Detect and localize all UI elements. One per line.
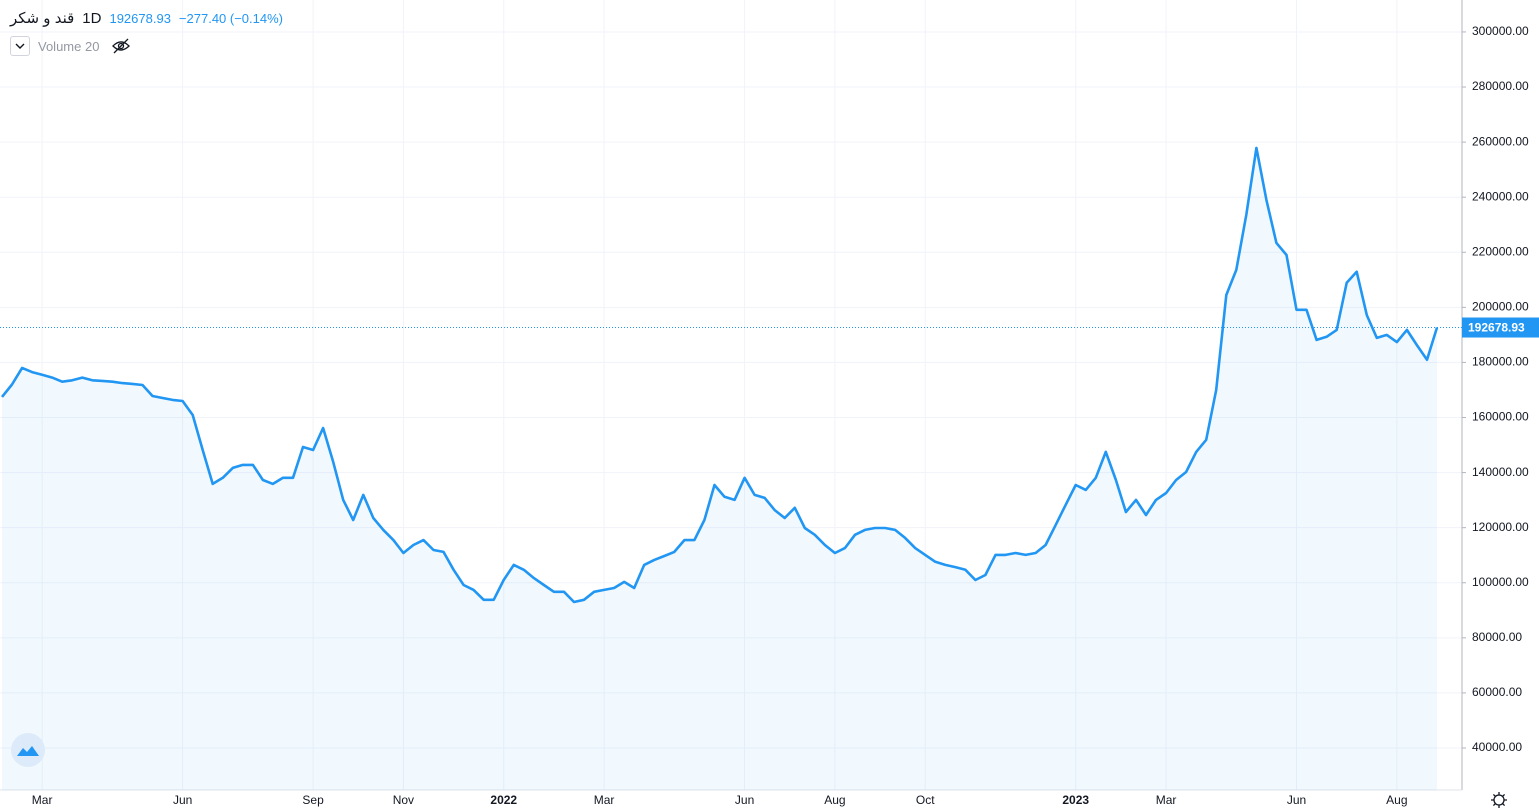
x-tick-label: Mar [594,793,615,807]
x-tick-label: Mar [1156,793,1177,807]
indicator-row: Volume 20 [10,36,131,56]
x-tick-label: Jun [1287,793,1306,807]
last-price-label: 192678.93 [1468,321,1525,335]
indicator-name: Volume 20 [38,38,100,54]
x-tick-label: Sep [302,793,324,807]
y-tick-label: 120000.00 [1472,520,1529,534]
x-tick-label: Jun [173,793,192,807]
price-change: −277.40 (−0.14%) [178,10,283,26]
y-tick-label: 160000.00 [1472,410,1529,424]
symbol-title: قند و شکر [10,10,75,27]
last-price-badge [1462,317,1539,338]
x-tick-label: Nov [393,793,414,807]
y-tick-label: 220000.00 [1472,244,1529,258]
price-line [0,146,1439,604]
x-tick-label: Aug [1386,793,1407,807]
y-tick-label: 240000.00 [1472,189,1529,203]
y-tick-label: 180000.00 [1472,355,1529,369]
y-tick-label: 40000.00 [1472,740,1522,754]
x-tick-label: Aug [824,793,845,807]
area [2,147,1437,790]
y-tick-label: 80000.00 [1472,630,1522,644]
x-tick-label: Mar [32,793,53,807]
hide-icon[interactable] [111,38,131,54]
x-tick-label: Oct [916,793,935,807]
chevron [15,43,25,49]
y-tick-label: 260000.00 [1472,134,1529,148]
y-tick-label: 60000.00 [1472,685,1522,699]
interval[interactable]: 1D [82,9,102,27]
collapse-button[interactable] [10,36,30,56]
y-tick-label: 200000.00 [1472,300,1529,314]
y-tick-label: 100000.00 [1472,575,1529,589]
last-price: 192678.93 [109,10,171,26]
logo-icon [17,746,39,756]
y-tick-label: 280000.00 [1472,79,1529,93]
x-tick-label: 2022 [490,793,517,807]
x-tick-label: 2023 [1062,793,1089,807]
price-axis-bg [1462,0,1539,809]
legend-header: قند و شکر 1D 192678.93 −277.40 (−0.14%) [10,8,283,28]
x-tick-label: Jun [735,793,754,807]
y-tick-label: 300000.00 [1472,24,1529,38]
y-tick-label: 140000.00 [1472,465,1529,479]
logo[interactable] [11,733,45,767]
settings-icon[interactable] [1491,792,1507,808]
